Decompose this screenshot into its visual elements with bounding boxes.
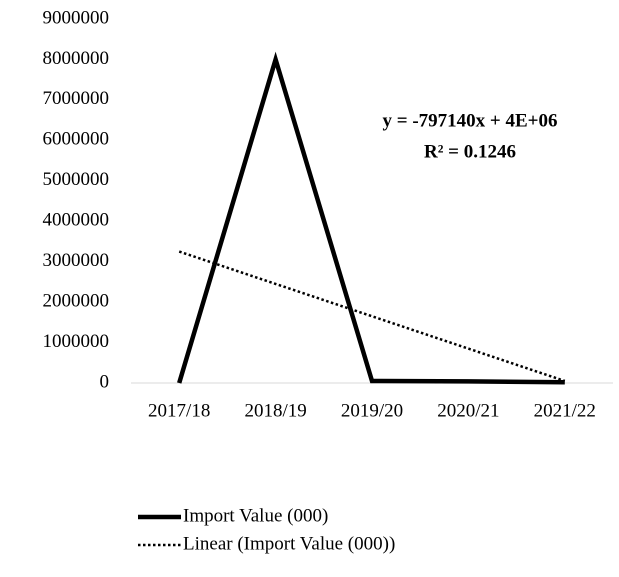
- x-tick-label: 2020/21: [437, 400, 499, 421]
- trendline-r2: R² = 0.1246: [424, 141, 516, 162]
- trendline-equation: y = -797140x + 4E+06: [383, 110, 558, 131]
- trendline: [178, 250, 566, 383]
- x-tick-label: 2017/18: [148, 400, 210, 421]
- y-tick-label: 1000000: [43, 331, 110, 352]
- y-tick-label: 0: [100, 371, 110, 392]
- series-line: [177, 51, 565, 385]
- y-tick-label: 3000000: [43, 250, 110, 271]
- y-tick-label: 4000000: [43, 210, 110, 231]
- legend-label: Linear (Import Value (000)): [183, 533, 395, 554]
- x-tick-label: 2019/20: [341, 400, 403, 421]
- x-tick-label: 2018/19: [244, 400, 306, 421]
- y-tick-label: 8000000: [43, 48, 110, 69]
- y-tick-label: 7000000: [43, 88, 110, 109]
- y-tick-label: 2000000: [43, 290, 110, 311]
- y-tick-label: 5000000: [43, 169, 110, 190]
- x-tick-label: 2021/22: [534, 400, 596, 421]
- y-tick-label: 6000000: [43, 129, 110, 150]
- y-tick-label: 9000000: [43, 7, 110, 28]
- legend-label: Import Value (000): [183, 505, 328, 526]
